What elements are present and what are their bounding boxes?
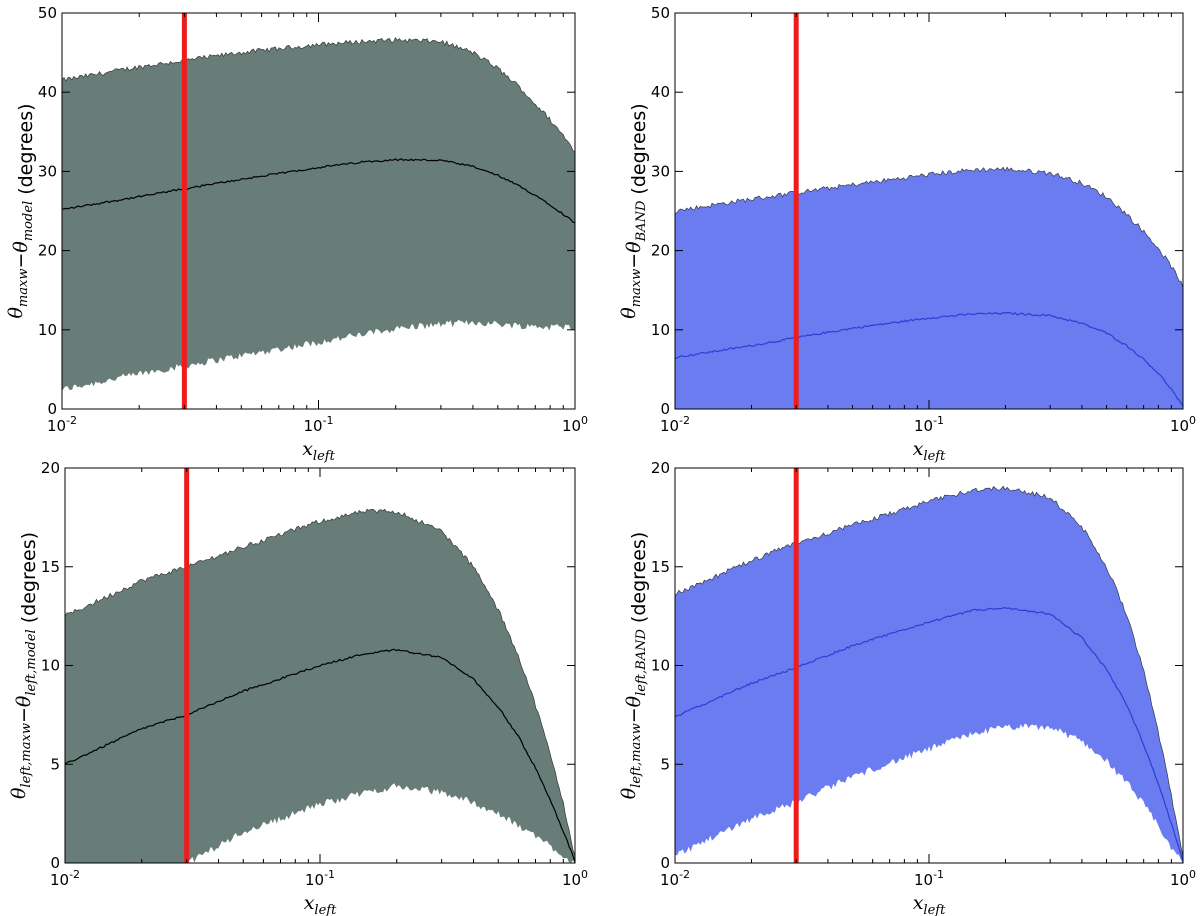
y-tick-label: 10 (38, 321, 57, 339)
x-tick-label: 100 (1170, 414, 1196, 435)
y-tick-label: 0 (660, 400, 670, 418)
y-tick-label: 10 (41, 657, 60, 675)
x-tick-label: 10-1 (305, 868, 335, 889)
x-tick-label: 10-1 (914, 414, 944, 435)
y-tick-label: 20 (651, 242, 670, 260)
y-tick-label: 15 (651, 558, 670, 576)
chart-panel-top-left: 0 10 20 30 40 50 10-2 10-1 100 xleft θmaxw−θmodel … (5, 4, 588, 464)
y-tick-label: 5 (50, 755, 60, 773)
y-tick-label: 40 (651, 83, 670, 101)
y-axis-label: θleft,maxw−θleft,model (degrees) (8, 532, 40, 799)
chart-panel-bottom-left: 0 5 10 15 20 10-2 10-1 100 xleft θleft,maxw−θleft… (8, 459, 588, 916)
chart-panel-bottom-right: 0 5 10 15 20 10-2 10-1 100 xleft θleft,maxw−θleft… (618, 459, 1196, 916)
x-tick-label: 10-2 (50, 868, 80, 889)
y-tick-label: 5 (660, 755, 670, 773)
x-tick-label: 100 (1170, 868, 1196, 889)
y-tick-label: 10 (651, 657, 670, 675)
x-tick-label: 10-2 (47, 414, 77, 435)
x-tick-label: 10-1 (303, 414, 333, 435)
x-tick-label: 10-1 (914, 868, 944, 889)
y-axis-label: θmaxw−θBAND (degrees) (618, 103, 650, 318)
y-tick-label: 20 (651, 459, 670, 477)
x-tick-label: 10-2 (660, 868, 690, 889)
envelope-band (64, 508, 576, 865)
mean-line (61, 158, 576, 223)
y-tick-label: 50 (38, 4, 57, 22)
y-tick-label: 0 (50, 854, 60, 872)
x-axis-label: xleft (302, 438, 335, 464)
y-tick-label: 15 (41, 558, 60, 576)
chart-panel-top-right: 0 10 20 30 40 50 10-2 10-1 100 xleft θmaxw−θBAND (… (618, 4, 1196, 464)
mean-line (674, 606, 1184, 862)
envelope-upper-edge (64, 508, 576, 857)
x-tick-label: 10-2 (660, 414, 690, 435)
envelope-band (61, 37, 576, 392)
x-axis-label: xleft (913, 438, 946, 464)
y-tick-label: 0 (47, 400, 57, 418)
y-tick-label: 50 (651, 4, 670, 22)
envelope-band (674, 166, 1184, 410)
x-axis-label: xleft (304, 892, 337, 916)
y-tick-label: 40 (38, 83, 57, 101)
y-tick-label: 20 (41, 459, 60, 477)
x-tick-label: 100 (562, 414, 588, 435)
envelope-band (674, 485, 1184, 865)
y-axis-label: θmaxw−θmodel (degrees) (5, 103, 37, 318)
y-tick-label: 10 (651, 321, 670, 339)
envelope-upper-edge (61, 37, 576, 153)
y-tick-label: 0 (660, 854, 670, 872)
y-tick-label: 30 (38, 162, 57, 180)
mean-line (64, 648, 576, 863)
mean-line (674, 311, 1184, 407)
y-axis-label: θleft,maxw−θleft,BAND (degrees) (618, 532, 650, 800)
x-tick-label: 100 (562, 868, 588, 889)
x-axis-label: xleft (913, 892, 946, 916)
envelope-upper-edge (674, 485, 1184, 857)
envelope-upper-edge (674, 166, 1184, 289)
y-tick-label: 20 (38, 242, 57, 260)
y-tick-label: 30 (651, 162, 670, 180)
